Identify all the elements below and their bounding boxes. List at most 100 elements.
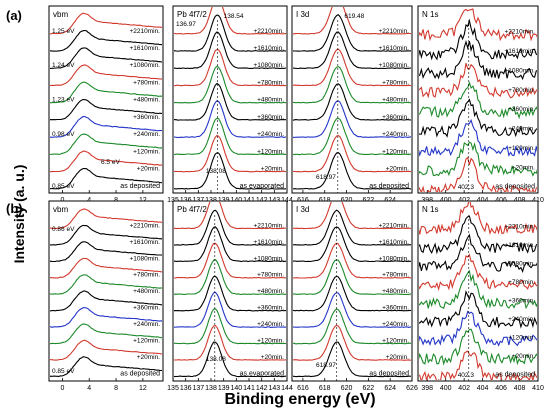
spectrum-line: [50, 81, 162, 104]
spectrum-line: [50, 241, 162, 263]
series-label: +1080min.: [129, 255, 160, 262]
annotation-label: 1.24 eV: [52, 62, 75, 69]
x-tick-label: 135: [167, 385, 179, 392]
series-label: +780min.: [508, 279, 535, 286]
spectrum-line: [419, 233, 537, 273]
series-label: +1080min.: [504, 260, 535, 267]
spectrum-line: [293, 202, 411, 230]
series-label: +120min.: [257, 148, 284, 155]
spectrum-line: [293, 31, 411, 70]
series-label: +240min.: [257, 131, 284, 138]
spectrum-line: [293, 7, 411, 35]
annotation-label: 402.3: [458, 372, 475, 379]
annotation-label: 6.5 eV: [101, 159, 120, 166]
spectrum-line: [293, 324, 411, 361]
series-label: +240min.: [382, 131, 409, 138]
series-label: +360min.: [508, 297, 535, 304]
spectrum-line: [174, 202, 286, 230]
series-label: +120min.: [382, 148, 409, 155]
series-label: +1610min.: [504, 242, 535, 249]
spectrum-line: [50, 115, 162, 138]
series-label: +240min.: [257, 321, 284, 328]
panel-frame: [291, 200, 413, 382]
spectrum-line: [174, 31, 286, 70]
spectrum-line: [419, 98, 537, 138]
annotation-label: 0.86 eV: [52, 226, 75, 233]
spectrum-line: [293, 65, 411, 104]
series-label: as deposited: [369, 370, 409, 377]
spectrum-line: [174, 65, 286, 104]
annotation-label: 0.85 eV: [52, 183, 75, 190]
annotation-label: 0.85 eV: [52, 368, 75, 375]
series-label: +20min.: [261, 354, 284, 361]
x-tick-label: 620: [341, 385, 353, 392]
spectrum-line: [419, 328, 537, 366]
series-label: +1610min.: [253, 239, 284, 246]
series-label: +360min.: [257, 114, 284, 121]
spectrum-line: [174, 82, 286, 121]
spectrum-line: [50, 29, 162, 52]
x-tick-label: 402: [458, 385, 470, 392]
spectrum-line: [50, 133, 162, 156]
series-label: +2210min.: [378, 222, 409, 229]
series-label: +2210min.: [504, 29, 535, 36]
spectrum-line: [174, 341, 286, 378]
annotation-label: 0.98 eV: [52, 131, 75, 138]
series-label: +240min.: [508, 316, 535, 323]
annotation-label: 402.3: [458, 184, 475, 191]
series-label: +1610min.: [378, 239, 409, 246]
series-label: +480min.: [257, 97, 284, 104]
series-label: as deposited: [120, 370, 160, 377]
spectrum-line: [293, 292, 411, 328]
series-label: +1080min.: [129, 62, 160, 69]
annotation-label: 619.48: [344, 13, 364, 20]
spectrum-line: [174, 291, 286, 328]
series-label: +780min.: [133, 79, 160, 86]
series-label: +2210min.: [129, 28, 160, 35]
series-label: +240min.: [133, 131, 160, 138]
x-tick-label: 137: [192, 385, 204, 392]
spectrum-line: [174, 134, 286, 173]
series-label: +780min.: [257, 79, 284, 86]
spectrum-line: [50, 150, 162, 173]
x-tick-label: 410: [532, 385, 544, 392]
y-axis-label: Intensity (a. u.): [11, 165, 27, 264]
panel-title: Pb 4f7/2: [177, 205, 207, 214]
panel-title: I 3d: [296, 205, 309, 214]
spectrum-line: [174, 49, 286, 87]
spectrum-line: [419, 289, 537, 329]
x-tick-label: 138: [205, 385, 217, 392]
x-tick-label: 400: [440, 385, 452, 392]
spectrum-line: [174, 14, 286, 52]
spectrum-line: [50, 323, 162, 345]
panel-b-i: 616 618 620 622 624 626 I 3d +2210min. +1610min.…: [291, 200, 418, 392]
spectrum-line: [174, 7, 286, 35]
x-tick-label: 626: [406, 385, 418, 392]
spectrum-line: [419, 310, 537, 347]
spectrum-line: [419, 141, 537, 177]
annotation-label: 138.08: [206, 356, 226, 363]
series-label: +780min.: [382, 272, 409, 279]
series-label: +240min.: [382, 321, 409, 328]
series-label: +1610min.: [378, 45, 409, 52]
series-label: +780min.: [508, 87, 535, 94]
series-label: +2210min.: [253, 222, 284, 229]
x-tick-label: 8: [114, 385, 118, 392]
spectrum-line: [419, 269, 537, 310]
spectrum-line: [293, 83, 411, 121]
series-label: +240min.: [133, 321, 160, 328]
panel-b-pb: 135 136 137 138 139 140 141 142 143 144 Pb 4f7/2 +2…: [167, 200, 293, 392]
spectrum-line: [174, 99, 286, 138]
spectrum-line: [293, 151, 411, 190]
panel-frame: [172, 5, 288, 194]
spectrum-line: [419, 156, 537, 192]
x-tick-label: 408: [514, 385, 526, 392]
spectrum-line: [50, 274, 162, 295]
x-tick-label: 404: [477, 385, 489, 392]
spectrum-line: [174, 226, 286, 263]
spectra-panels: 0 4 8 12 vbm +2210min. +1610min. +1080min. +780m…: [48, 5, 544, 392]
spectrum-line: [293, 209, 411, 246]
spectrum-line: [419, 80, 537, 120]
x-tick-label: 4: [87, 385, 91, 392]
